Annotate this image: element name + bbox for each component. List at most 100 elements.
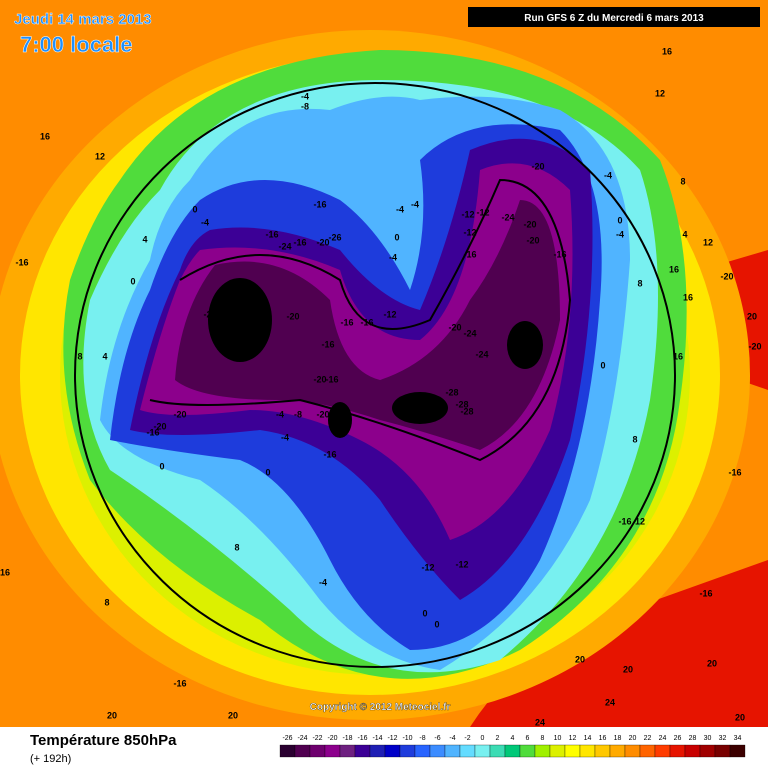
legend-swatch (684, 744, 701, 758)
contour-label: 0 (617, 215, 622, 225)
legend-tick: -10 (402, 735, 412, 742)
copyright: Copyright © 2012 Meteociel.fr (310, 702, 451, 713)
contour-label: -20 (286, 311, 299, 321)
legend-tick: 10 (554, 735, 562, 742)
legend-swatch (504, 744, 521, 758)
legend-tick: 22 (644, 735, 652, 742)
contour-label: -16 (313, 199, 326, 209)
legend-swatch (669, 744, 686, 758)
contour-label: -20 (316, 409, 329, 419)
contour-label: -4 (319, 577, 327, 587)
legend-swatch (534, 744, 551, 758)
legend-swatch (549, 744, 566, 758)
contour-label: -16 (325, 374, 338, 384)
legend-swatch (309, 744, 326, 758)
contour-label: -26 (328, 232, 341, 242)
forecast-time: 7:00 locale (20, 32, 133, 57)
contour-label: 8 (680, 176, 685, 186)
legend-swatch (654, 744, 671, 758)
legend-tick: -20 (327, 735, 337, 742)
legend-tick: 34 (734, 735, 742, 742)
contour-label: 4 (142, 234, 147, 244)
run-box (468, 7, 760, 27)
contour-label: 8 (104, 597, 109, 607)
lead-time: (+ 192h) (30, 753, 71, 765)
temperature-field (0, 0, 768, 727)
contour-label: 16 (673, 351, 683, 361)
contour-label: 20 (707, 658, 717, 668)
legend-tick: -14 (372, 735, 382, 742)
contour-label: -16 (265, 229, 278, 239)
legend-tick: -12 (387, 735, 397, 742)
contour-label: -16 (323, 449, 336, 459)
contour-label: 20 (228, 710, 238, 720)
field-title: Température 850hPa (30, 732, 177, 749)
legend-tick: 18 (614, 735, 622, 742)
contour-label: 0 (130, 276, 135, 286)
contour-label: -16 (293, 237, 306, 247)
contour-label: 0 (192, 204, 197, 214)
contour-label: 12 (655, 88, 665, 98)
contour-label: 20 (623, 664, 633, 674)
contour-label: -24 (501, 212, 514, 222)
legend-tick: 2 (496, 735, 500, 742)
contour-label: -28 (445, 387, 458, 397)
legend-tick: 0 (481, 735, 485, 742)
contour-label: -28 (213, 302, 226, 312)
legend-swatch (354, 744, 371, 758)
contour-label: -4 (604, 170, 612, 180)
legend-swatch (399, 744, 416, 758)
contour-label: -4 (276, 409, 284, 419)
contour-label: 0 (422, 608, 427, 618)
legend-tick: 26 (674, 735, 682, 742)
legend-tick: 32 (719, 735, 727, 742)
legend-swatch (639, 744, 656, 758)
contour-label: 16 (40, 131, 50, 141)
legend-swatch (489, 744, 506, 758)
legend-swatch (279, 744, 296, 758)
legend-swatch (384, 744, 401, 758)
contour-label: -8 (294, 409, 302, 419)
contour-label: -12 (455, 559, 468, 569)
contour-label: -4 (281, 432, 289, 442)
contour-label: -20 (316, 237, 329, 247)
legend-swatch (624, 744, 641, 758)
legend-tick: -24 (297, 735, 307, 742)
contour-label: -24 (463, 328, 476, 338)
contour-label: 8 (632, 434, 637, 444)
legend-swatch (729, 744, 746, 758)
contour-label: -4 (201, 217, 209, 227)
contour-label: 12 (635, 516, 645, 526)
contour-label: -20 (531, 161, 544, 171)
legend-swatch (324, 744, 341, 758)
contour-label: 0 (600, 360, 605, 370)
contour-label: -16 (728, 467, 741, 477)
legend-swatch (414, 744, 431, 758)
contour-label: 8 (234, 542, 239, 552)
contour-label: 20 (575, 654, 585, 664)
legend-swatch (444, 744, 461, 758)
legend-tick: 30 (704, 735, 712, 742)
legend-tick: 20 (629, 735, 637, 742)
legend-swatch (594, 744, 611, 758)
contour-label: -12 (421, 562, 434, 572)
legend-tick: -8 (419, 735, 425, 742)
legend-swatch (699, 744, 716, 758)
contour-label: -4 (389, 252, 397, 262)
contour-label: -20 (720, 271, 733, 281)
contour-label: -20 (153, 421, 166, 431)
contour-label: -20 (523, 219, 536, 229)
legend-tick: -6 (434, 735, 440, 742)
legend-swatch (294, 744, 311, 758)
legend-swatch (474, 744, 491, 758)
contour-label: -20 (526, 235, 539, 245)
legend-tick: 12 (569, 735, 577, 742)
contour-label: -16 (15, 257, 28, 267)
contour-label: -4 (616, 229, 624, 239)
contour-label: -16 (340, 317, 353, 327)
contour-label: -12 (476, 207, 489, 217)
contour-label: 16 (662, 46, 672, 56)
contour-label: -12 (383, 309, 396, 319)
contour-label: -4 (396, 204, 404, 214)
